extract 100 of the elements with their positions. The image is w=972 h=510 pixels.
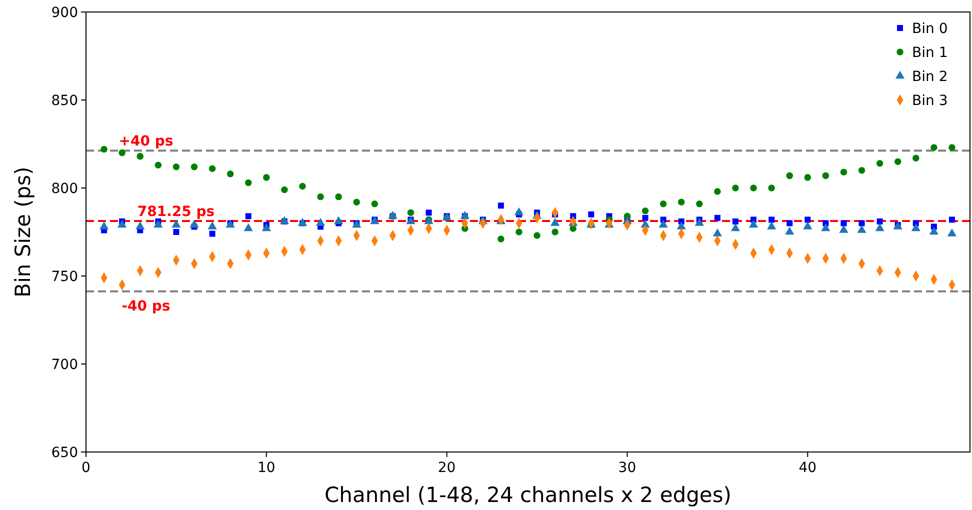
point bbox=[550, 218, 560, 226]
point bbox=[658, 220, 668, 228]
point bbox=[821, 223, 830, 232]
point bbox=[534, 232, 540, 239]
point bbox=[785, 226, 794, 235]
x-tick-label: 20 bbox=[438, 460, 456, 476]
point bbox=[118, 220, 127, 228]
point bbox=[930, 144, 938, 151]
point bbox=[694, 218, 704, 226]
point bbox=[786, 172, 793, 180]
point bbox=[281, 186, 288, 194]
point bbox=[516, 228, 522, 236]
point bbox=[172, 220, 181, 228]
point bbox=[712, 228, 722, 236]
point bbox=[426, 210, 432, 216]
x-tick-label: 30 bbox=[618, 460, 636, 476]
point bbox=[660, 200, 667, 208]
point bbox=[768, 216, 775, 223]
y-tick-label: 650 bbox=[51, 445, 78, 461]
legend-label: Bin 3 bbox=[912, 93, 948, 109]
point bbox=[244, 179, 252, 186]
point bbox=[154, 220, 163, 228]
point bbox=[732, 184, 739, 192]
point bbox=[803, 221, 812, 230]
y-axis-title: Bin Size (ps) bbox=[11, 166, 35, 298]
point bbox=[732, 218, 738, 224]
point bbox=[334, 216, 344, 224]
y-tick-label: 750 bbox=[51, 269, 78, 285]
legend-label: Bin 0 bbox=[912, 21, 948, 37]
x-tick-label: 10 bbox=[257, 460, 276, 476]
point bbox=[299, 182, 306, 190]
point bbox=[226, 170, 234, 178]
point bbox=[876, 160, 884, 167]
point bbox=[407, 209, 414, 216]
point bbox=[172, 164, 180, 170]
point bbox=[190, 164, 198, 170]
point bbox=[839, 224, 848, 233]
point bbox=[948, 144, 956, 151]
point bbox=[460, 210, 470, 219]
y-tick-label: 900 bbox=[51, 5, 78, 21]
point bbox=[154, 162, 162, 168]
point bbox=[190, 220, 199, 228]
point bbox=[100, 146, 108, 153]
point bbox=[858, 220, 865, 226]
y-tick-label: 700 bbox=[51, 357, 78, 373]
legend-label: Bin 1 bbox=[912, 45, 948, 61]
ref-line-label: 781.25 ps bbox=[137, 204, 215, 220]
point bbox=[804, 216, 811, 223]
point bbox=[750, 184, 757, 192]
point bbox=[840, 220, 847, 226]
point bbox=[99, 221, 109, 230]
ref-line-label: -40 ps bbox=[122, 298, 170, 314]
x-tick-label: 40 bbox=[798, 460, 817, 476]
point bbox=[263, 174, 270, 181]
point bbox=[208, 221, 217, 230]
point bbox=[912, 154, 920, 162]
point bbox=[136, 152, 144, 160]
point bbox=[498, 202, 504, 209]
point bbox=[498, 236, 504, 242]
point bbox=[316, 218, 326, 226]
point bbox=[642, 208, 649, 214]
point bbox=[911, 223, 920, 232]
point bbox=[514, 207, 524, 216]
ref-line-label: +40 ps bbox=[118, 134, 174, 150]
point bbox=[876, 218, 883, 224]
point bbox=[317, 193, 324, 200]
point bbox=[208, 165, 216, 172]
point bbox=[768, 184, 775, 192]
point bbox=[894, 158, 902, 165]
point bbox=[696, 200, 703, 208]
point bbox=[588, 211, 594, 218]
point bbox=[730, 223, 740, 232]
point bbox=[822, 172, 830, 180]
point bbox=[875, 223, 884, 232]
legend-label: Bin 2 bbox=[912, 69, 948, 85]
y-tick-label: 850 bbox=[51, 93, 78, 109]
point bbox=[353, 198, 360, 206]
point bbox=[748, 220, 758, 228]
y-tick-label: 800 bbox=[51, 181, 78, 197]
point bbox=[840, 168, 848, 176]
point bbox=[173, 229, 180, 235]
point bbox=[857, 224, 866, 233]
point bbox=[335, 193, 342, 200]
point bbox=[678, 198, 685, 206]
point bbox=[947, 228, 957, 236]
point bbox=[262, 223, 271, 232]
point bbox=[118, 149, 126, 156]
point bbox=[298, 218, 308, 226]
point bbox=[244, 223, 253, 232]
point bbox=[804, 174, 812, 181]
point bbox=[858, 167, 866, 174]
point bbox=[209, 230, 216, 237]
point bbox=[929, 226, 938, 235]
point bbox=[245, 213, 252, 220]
point bbox=[642, 214, 648, 221]
point bbox=[948, 216, 955, 223]
point bbox=[371, 200, 378, 208]
point bbox=[136, 221, 145, 230]
point bbox=[786, 220, 793, 226]
point bbox=[766, 221, 776, 230]
